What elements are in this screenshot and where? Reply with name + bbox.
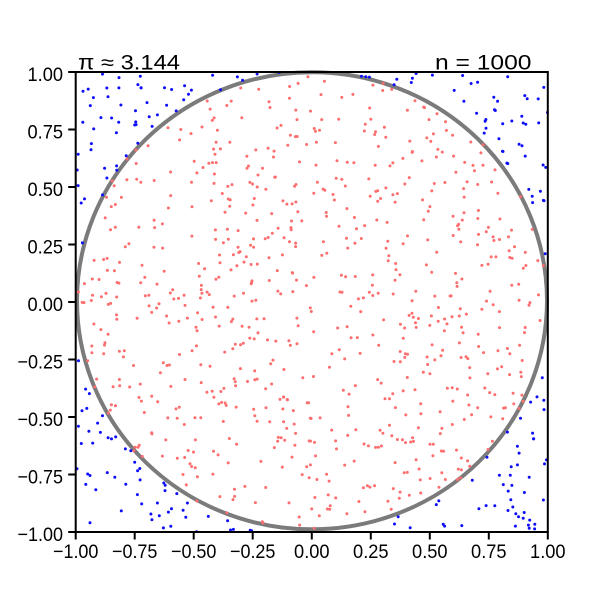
svg-text:−1.00: −1.00 xyxy=(53,541,99,563)
svg-text:−0.75: −0.75 xyxy=(18,466,64,488)
svg-text:π ≈ 3.144: π ≈ 3.144 xyxy=(78,52,180,75)
svg-text:−0.75: −0.75 xyxy=(112,541,158,563)
svg-text:−0.50: −0.50 xyxy=(171,541,217,563)
svg-text:0.00: 0.00 xyxy=(294,541,330,563)
svg-text:0.50: 0.50 xyxy=(412,541,448,563)
svg-text:0.25: 0.25 xyxy=(28,236,64,258)
svg-text:0.00: 0.00 xyxy=(28,294,64,316)
svg-text:n = 1000: n = 1000 xyxy=(435,52,532,75)
svg-text:−1.00: −1.00 xyxy=(18,524,64,546)
svg-text:−0.25: −0.25 xyxy=(230,541,276,563)
svg-text:1.00: 1.00 xyxy=(28,64,64,86)
svg-text:−0.50: −0.50 xyxy=(18,409,64,431)
svg-text:0.25: 0.25 xyxy=(353,541,389,563)
svg-text:0.50: 0.50 xyxy=(28,179,64,201)
svg-text:0.75: 0.75 xyxy=(28,121,64,143)
svg-text:−0.25: −0.25 xyxy=(18,351,64,373)
svg-text:1.00: 1.00 xyxy=(530,541,566,563)
svg-text:0.75: 0.75 xyxy=(471,541,507,563)
